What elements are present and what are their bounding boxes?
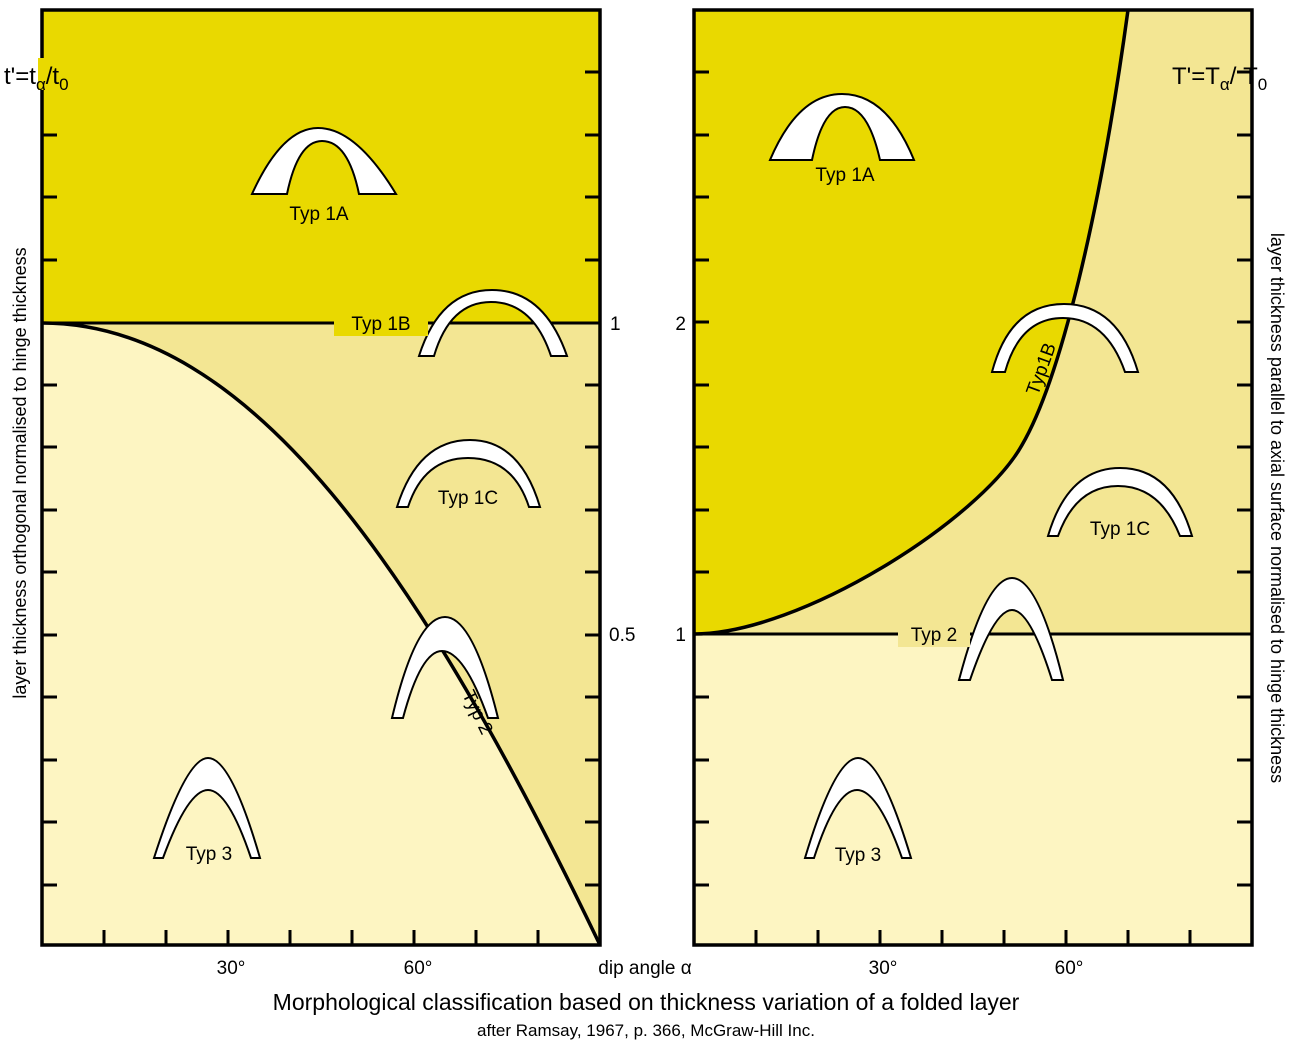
right-typ1b-curve [693,9,1130,636]
left-typ1a-label: Typ 1A [289,204,348,225]
left-typ1a-fold-icon [250,126,398,195]
left-typ2-curve [41,321,602,946]
left-typ2-fold-icon [390,615,500,719]
left-typ1c-region [42,323,600,945]
left-y-tick-0.5: 0.5 [609,625,635,646]
left-typ3-fold-icon [152,756,262,859]
right-typ2-label-bg [898,621,970,647]
right-frame [692,8,1254,947]
left-x-tick-30: 30° [217,958,246,979]
right-y-tick-2: 2 [675,314,686,335]
right-quantity-label: T'=Tα/ T0 [1172,63,1267,94]
left-panel: Typ 1A Typ 1B Typ 1C Typ 2 Typ 3 t'=tα/t… [4,8,692,979]
right-panel: Typ 1A Typ1B Typ 1C Typ 2 Typ 3 T'=Tα/ T… [675,8,1287,979]
figure-caption-source: after Ramsay, 1967, p. 366, McGraw-Hill … [477,1021,815,1040]
right-y-tick-1: 1 [675,625,686,646]
right-typ1c-label: Typ 1C [1090,519,1150,540]
left-typ1a-region [42,10,600,323]
left-typ3-label: Typ 3 [186,844,232,865]
left-ticks [42,70,600,945]
left-typ1b-label-bg [334,310,428,336]
right-typ2-label: Typ 2 [911,625,957,646]
figure-caption-title: Morphological classification based on th… [273,989,1020,1015]
right-typ1c-fold-icon [1046,466,1194,537]
right-typ3-label: Typ 3 [835,845,881,866]
right-y-axis-title: layer thickness parallel to axial surfac… [1267,233,1287,783]
left-y-axis-title: layer thickness orthogonal normalised to… [10,247,30,698]
right-typ1a-fold-icon [768,92,916,161]
dip-angle-label: dip angle α [598,958,691,979]
left-y-tick-1: 1 [610,314,621,335]
left-quantity-bg [38,58,110,90]
left-typ1b-fold-icon [417,288,569,357]
right-x-tick-30: 30° [869,958,898,979]
left-frame [40,8,602,947]
left-x-tick-60: 60° [404,958,433,979]
left-typ1c-fold-icon [395,438,542,508]
right-typ1b-fold-icon [990,302,1140,373]
right-typ1a-region [694,10,1128,634]
left-quantity-label: t'=tα/t0 [4,63,69,94]
right-typ2-fold-icon [957,576,1065,681]
right-typ3-fold-icon [803,756,913,859]
left-typ1b-label: Typ 1B [351,314,410,335]
right-typ1a-label: Typ 1A [815,165,874,186]
right-ticks [694,70,1252,945]
left-typ1c-label: Typ 1C [438,488,498,509]
right-x-tick-60: 60° [1055,958,1084,979]
